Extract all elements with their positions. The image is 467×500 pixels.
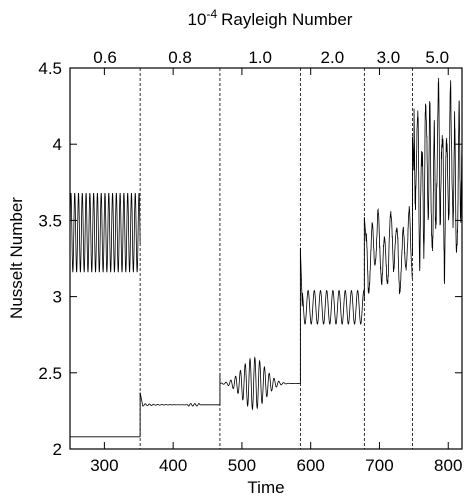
trace-segment-0 xyxy=(69,192,141,273)
trace-segment-2 xyxy=(219,356,301,411)
top-axis-label-base: 10 xyxy=(188,10,207,29)
rayleigh-label: 3.0 xyxy=(377,48,401,67)
x-tick-label: 500 xyxy=(228,456,256,475)
x-tick-label: 600 xyxy=(297,456,325,475)
rayleigh-label: 5.0 xyxy=(425,48,449,67)
x-tick-label: 700 xyxy=(365,456,393,475)
y-axis-label: Nusselt Number xyxy=(7,197,26,319)
rayleigh-label: 0.6 xyxy=(93,48,117,67)
segment-boundaries xyxy=(139,68,413,449)
y-tick-label: 2.5 xyxy=(38,364,62,383)
top-axis-label-text: Rayleigh Number xyxy=(221,10,353,29)
y-tick-label: 3.5 xyxy=(38,211,62,230)
axis-ticks: 300 400 500 600 700 800 2 2.5 3 3.5 4 4.5 xyxy=(38,59,462,475)
trace-segment-1 xyxy=(139,392,220,407)
x-axis-label: Time xyxy=(247,478,284,497)
rayleigh-label: 2.0 xyxy=(321,48,345,67)
nusselt-trace xyxy=(69,77,463,438)
trace-segment-5 xyxy=(412,77,463,284)
trace-segment-3 xyxy=(299,247,365,325)
y-tick-label: 3 xyxy=(53,288,62,307)
trace-segment-4 xyxy=(363,206,413,295)
rayleigh-label: 0.8 xyxy=(168,48,192,67)
y-tick-label: 4.5 xyxy=(38,59,62,78)
top-axis-label-exponent: -4 xyxy=(206,7,217,21)
x-tick-label: 400 xyxy=(159,456,187,475)
plot-frame xyxy=(69,67,463,450)
y-tick-label: 2 xyxy=(53,440,62,459)
x-tick-label: 800 xyxy=(434,456,462,475)
rayleigh-label: 1.0 xyxy=(248,48,272,67)
top-axis-label: 10-4 Rayleigh Number xyxy=(188,7,353,29)
x-tick-label: 300 xyxy=(90,456,118,475)
y-tick-label: 4 xyxy=(53,135,62,154)
rayleigh-labels: 0.6 0.8 1.0 2.0 3.0 5.0 xyxy=(93,48,449,67)
